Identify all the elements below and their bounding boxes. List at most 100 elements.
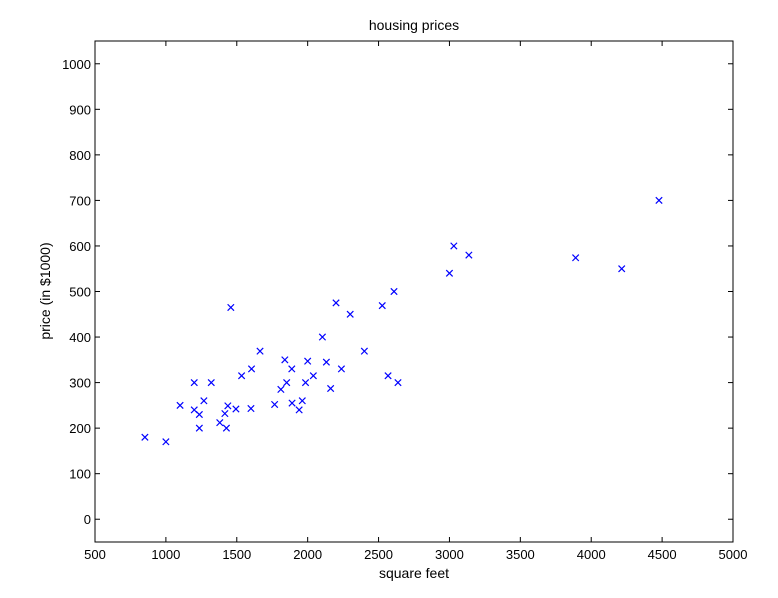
data-point-stroke bbox=[200, 397, 208, 405]
data-point bbox=[200, 397, 208, 405]
y-tick-label: 800 bbox=[69, 148, 91, 163]
data-point bbox=[271, 400, 279, 409]
data-point bbox=[384, 372, 392, 380]
data-point bbox=[655, 196, 663, 205]
data-point bbox=[301, 378, 310, 387]
y-tick-label: 1000 bbox=[62, 57, 91, 72]
data-point-stroke bbox=[288, 399, 296, 407]
data-point bbox=[221, 409, 229, 418]
x-tick-label: 2500 bbox=[364, 547, 393, 562]
data-point bbox=[618, 265, 626, 273]
y-tick-label: 400 bbox=[69, 330, 91, 345]
x-tick-label: 3000 bbox=[435, 547, 464, 562]
data-point-stroke bbox=[247, 404, 255, 413]
data-point bbox=[283, 378, 291, 387]
data-point-stroke bbox=[298, 397, 306, 405]
data-point bbox=[288, 399, 296, 407]
x-tick-label: 4500 bbox=[648, 547, 677, 562]
data-point bbox=[390, 287, 398, 296]
data-point-stroke bbox=[216, 419, 224, 427]
data-markers bbox=[141, 196, 663, 446]
data-point bbox=[337, 365, 346, 373]
y-tick-label: 200 bbox=[69, 421, 91, 436]
data-point-stroke bbox=[346, 310, 354, 318]
data-point bbox=[247, 365, 256, 373]
y-tick-label: 0 bbox=[84, 512, 91, 527]
data-point bbox=[227, 303, 235, 312]
data-point-stroke bbox=[207, 378, 215, 387]
data-point-stroke bbox=[247, 365, 256, 373]
data-point-stroke bbox=[227, 303, 235, 312]
data-point-stroke bbox=[384, 372, 392, 380]
data-point-stroke bbox=[322, 358, 331, 366]
data-point-stroke bbox=[232, 405, 240, 413]
y-tick-label: 900 bbox=[69, 102, 91, 117]
data-point-stroke bbox=[224, 402, 232, 410]
x-tick-label: 3500 bbox=[506, 547, 535, 562]
data-point bbox=[281, 356, 289, 364]
data-point-stroke bbox=[337, 365, 346, 373]
data-point bbox=[288, 365, 296, 373]
x-tick-label: 4000 bbox=[577, 547, 606, 562]
data-point bbox=[318, 333, 327, 341]
data-point bbox=[394, 378, 402, 387]
data-point-stroke bbox=[309, 372, 317, 380]
x-axis-title: square feet bbox=[379, 565, 449, 581]
data-point bbox=[176, 401, 184, 409]
x-tick-label: 5000 bbox=[719, 547, 748, 562]
data-point bbox=[190, 378, 198, 387]
data-point-stroke bbox=[304, 357, 312, 365]
data-point bbox=[309, 372, 317, 380]
y-tick-label: 100 bbox=[69, 467, 91, 482]
data-point-stroke bbox=[450, 242, 458, 250]
data-point bbox=[141, 433, 149, 441]
data-point-stroke bbox=[360, 347, 369, 355]
data-point-stroke bbox=[378, 301, 386, 310]
x-tick-label: 1500 bbox=[222, 547, 251, 562]
y-axis-title: price (in $1000) bbox=[37, 242, 53, 339]
data-point bbox=[304, 357, 312, 365]
data-point bbox=[360, 347, 369, 355]
data-point bbox=[247, 404, 255, 413]
data-point bbox=[572, 254, 580, 262]
data-point-stroke bbox=[332, 299, 340, 307]
chart-title: housing prices bbox=[369, 17, 459, 33]
data-point-stroke bbox=[445, 269, 454, 277]
data-point bbox=[465, 251, 473, 259]
data-point-stroke bbox=[190, 406, 198, 414]
data-point bbox=[224, 402, 232, 410]
data-point-stroke bbox=[277, 385, 285, 394]
data-point bbox=[277, 385, 285, 394]
data-point-stroke bbox=[141, 433, 149, 441]
data-point bbox=[162, 438, 170, 446]
data-point-stroke bbox=[195, 410, 203, 419]
data-point bbox=[216, 419, 224, 427]
data-point-stroke bbox=[176, 401, 184, 409]
data-point-stroke bbox=[271, 400, 279, 409]
data-point-stroke bbox=[295, 406, 303, 414]
data-point bbox=[346, 310, 354, 318]
data-point-stroke bbox=[318, 333, 327, 341]
axis-ticks: 500 1000 1500 2000 2500 3000 3500 4000 4500 5000 0… bbox=[62, 41, 747, 562]
data-point bbox=[378, 301, 386, 310]
data-point bbox=[298, 397, 306, 405]
data-point-stroke bbox=[288, 365, 296, 373]
data-point bbox=[237, 372, 246, 380]
data-point bbox=[445, 269, 454, 277]
data-point-stroke bbox=[390, 287, 398, 296]
data-point-stroke bbox=[655, 196, 663, 205]
x-tick-label: 500 bbox=[84, 547, 106, 562]
data-point-stroke bbox=[327, 384, 335, 393]
x-tick-label: 1000 bbox=[151, 547, 180, 562]
data-point bbox=[195, 410, 203, 419]
data-point-stroke bbox=[222, 424, 231, 432]
y-tick-label: 600 bbox=[69, 239, 91, 254]
data-point bbox=[222, 424, 231, 432]
y-tick-label: 300 bbox=[69, 376, 91, 391]
x-tick-label: 2000 bbox=[293, 547, 322, 562]
data-point-stroke bbox=[283, 378, 291, 387]
data-point-stroke bbox=[256, 347, 264, 355]
data-point-stroke bbox=[572, 254, 580, 262]
data-point bbox=[322, 358, 331, 366]
